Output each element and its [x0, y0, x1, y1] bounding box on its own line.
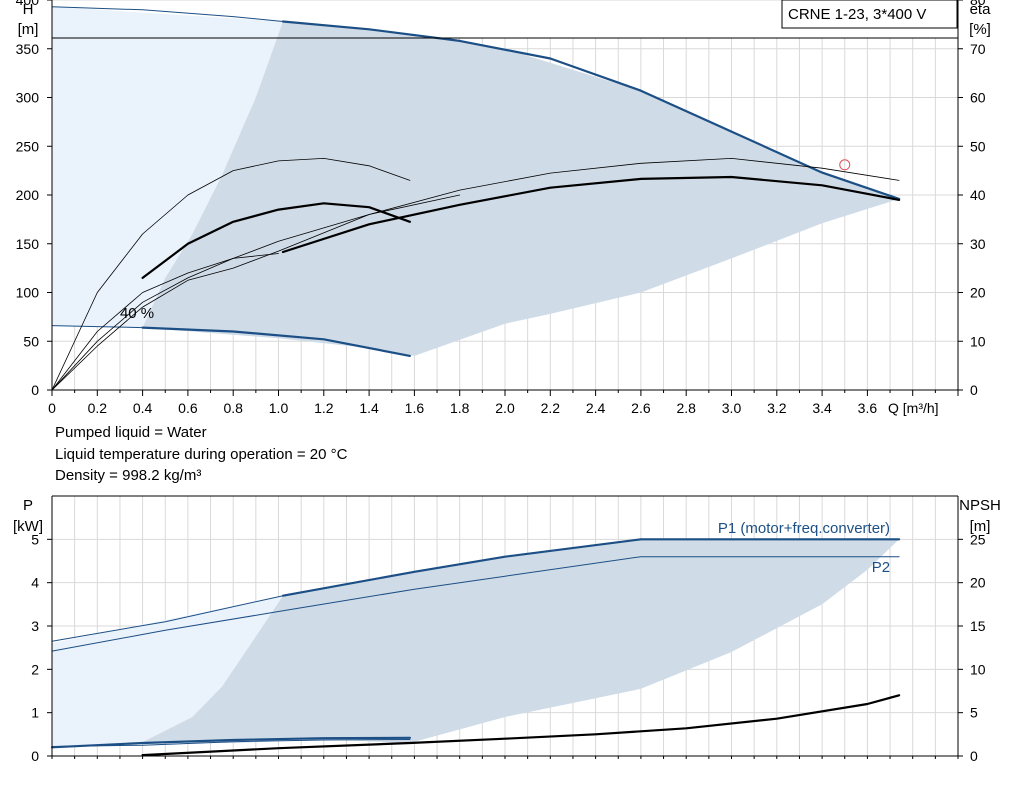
y-tick-label: 0: [31, 382, 39, 398]
y-tick-label: 2: [31, 661, 39, 677]
y2-tick-label: 20: [970, 285, 986, 301]
series-head-thin-0: [51, 6, 284, 22]
x-tick-label: 0.8: [223, 400, 243, 416]
series-label-power-p1: P1 (motor+freq.converter): [718, 520, 890, 537]
y2-tick-label: 50: [970, 138, 986, 154]
y-tick-label: 4: [31, 575, 39, 591]
y2-tick-label: 70: [970, 41, 986, 57]
pump-label: CRNE 1-23, 3*400 V: [788, 6, 926, 23]
y-axis-label-right: [m]: [970, 518, 991, 535]
series-eta-bold-9: [281, 175, 901, 254]
series-label-power-p2: P2: [872, 559, 890, 576]
x-tick-label: 2.2: [541, 400, 561, 416]
y-tick-label: 150: [16, 236, 40, 252]
x-tick-label: 0.6: [178, 400, 198, 416]
x-tick-label: 2.6: [631, 400, 651, 416]
y-tick-label: 50: [23, 333, 39, 349]
series-power-thin-0: [51, 595, 284, 642]
x-tick-label: 3.2: [767, 400, 787, 416]
x-axis-label: Q [m³/h]: [888, 400, 939, 416]
series-eta-bold-8: [141, 202, 411, 279]
series-power-low-4: [50, 736, 411, 749]
y-axis-label-left: H: [23, 1, 34, 18]
y2-tick-label: 0: [970, 748, 978, 764]
x-tick-label: 2.4: [586, 400, 606, 416]
y2-tick-label: 80: [970, 0, 986, 8]
x-tick-label: 2.8: [676, 400, 696, 416]
x-tick-label: 1.6: [405, 400, 425, 416]
x-tick-label: 1.2: [314, 400, 334, 416]
y2-tick-label: 25: [970, 531, 986, 547]
y2-tick-label: 20: [970, 575, 986, 591]
x-tick-label: 1.4: [359, 400, 379, 416]
x-tick-label: 0.4: [133, 400, 153, 416]
x-tick-label: 3.6: [858, 400, 878, 416]
curve-annotation: 40 %: [120, 305, 154, 322]
y-axis-label-left: [m]: [18, 21, 39, 38]
pump-label-box: [781, 0, 958, 29]
y-axis-label-right: [%]: [969, 21, 991, 38]
operating-range-area: [142, 539, 900, 743]
info-density: Density = 998.2 kg/m³: [55, 467, 202, 484]
x-tick-label: 1.0: [269, 400, 289, 416]
x-tick-label: 0: [48, 400, 56, 416]
y-tick-label: 200: [16, 187, 40, 203]
duty-point-marker: [839, 159, 851, 171]
series-head-40-3: [141, 326, 411, 357]
y-tick-label: 400: [16, 0, 40, 8]
series-power-thin-3: [51, 739, 411, 747]
y2-tick-label: 0: [970, 382, 978, 398]
y2-tick-label: 30: [970, 236, 986, 252]
series-power-p2-2: [51, 556, 900, 652]
y-axis-label-right: NPSH: [959, 497, 1001, 514]
x-tick-label: 3.4: [812, 400, 832, 416]
y-tick-label: 0: [31, 748, 39, 764]
y-tick-label: 5: [31, 531, 39, 547]
y-tick-label: 3: [31, 618, 39, 634]
y-tick-label: 100: [16, 285, 40, 301]
x-tick-label: 3.0: [722, 400, 742, 416]
y2-tick-label: 40: [970, 187, 986, 203]
y-tick-label: 300: [16, 90, 40, 106]
x-tick-label: 2.0: [495, 400, 515, 416]
series-head-thin-2: [51, 325, 144, 329]
y2-tick-label: 15: [970, 618, 986, 634]
y-axis-label-left: [kW]: [13, 518, 43, 535]
light-range-area: [52, 6, 283, 328]
series-eta-thin-6: [51, 253, 279, 391]
y-tick-label: 350: [16, 41, 40, 57]
series-eta-thin-4: [51, 158, 411, 391]
y-tick-label: 1: [31, 705, 39, 721]
head-eta-panel: [47, 0, 963, 396]
y-axis-label-left: P: [23, 497, 33, 514]
operating-range-area: [142, 21, 900, 356]
x-tick-label: 1.8: [450, 400, 470, 416]
series-eta-thin-7: [51, 194, 461, 391]
series-npsh-bold-5: [141, 694, 901, 757]
y2-tick-label: 60: [970, 90, 986, 106]
curve-annotation: 100 %: [165, 0, 208, 2]
series-head-100-1: [281, 20, 901, 200]
y2-tick-label: 10: [970, 661, 986, 677]
power-npsh-panel: [47, 495, 963, 759]
info-liquid: Pumped liquid = Water: [55, 424, 207, 441]
y-tick-label: 250: [16, 138, 40, 154]
y-axis-label-right: eta: [970, 1, 992, 18]
x-tick-label: 0.2: [88, 400, 108, 416]
info-temperature: Liquid temperature during operation = 20…: [55, 446, 348, 463]
y2-tick-label: 10: [970, 333, 986, 349]
light-range-area: [52, 595, 283, 747]
series-power-p1-1: [281, 538, 901, 597]
y2-tick-label: 5: [970, 705, 978, 721]
